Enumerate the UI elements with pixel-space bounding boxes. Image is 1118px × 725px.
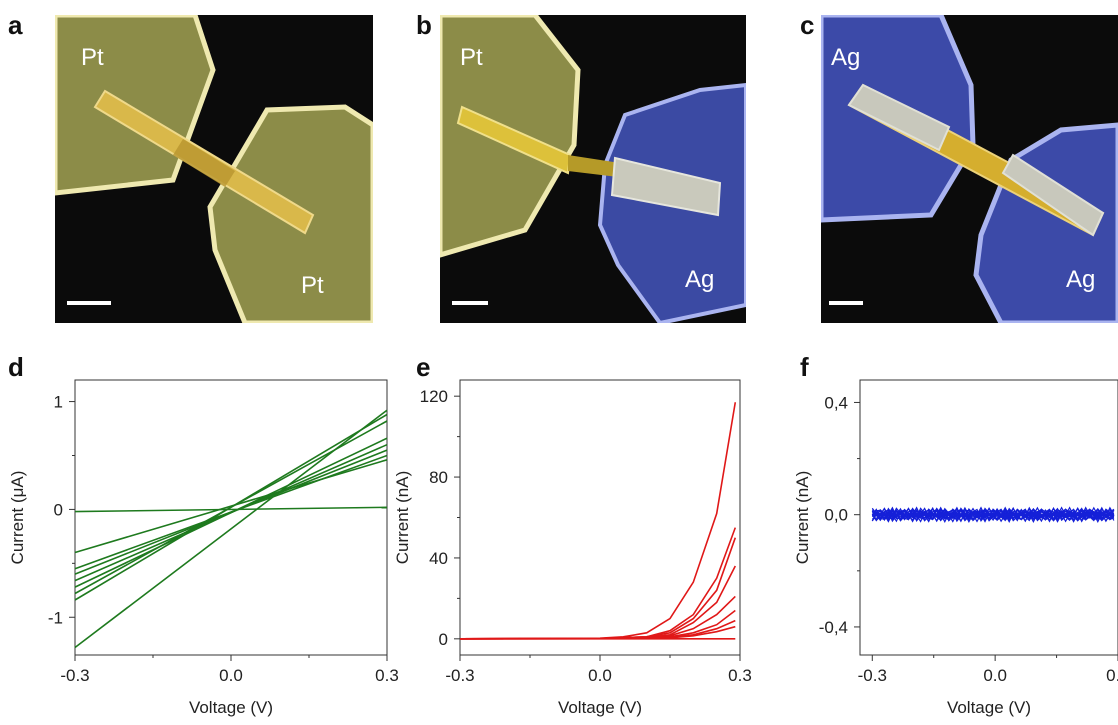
chart-f-svg: -0.3 0.0 0.3 -0,4 0,0 0,4 Voltage (V) Current (… — [793, 379, 1118, 717]
chart-d-series-0 — [74, 409, 388, 649]
sem-label-c-right: Ag — [1066, 266, 1095, 293]
chart-e-xtick-label: -0.3 — [445, 666, 474, 685]
sem-label-b-right: Ag — [685, 266, 714, 293]
chart-e-ytick-label: 40 — [429, 549, 448, 568]
chart-d: -0.3 0.0 0.3 -1 0 1 Voltage (V) Current (μA) — [0, 360, 399, 725]
panel-letter-a: a — [8, 10, 23, 40]
panel-letter-e: e — [416, 352, 431, 382]
chart-f-ytick-label: -0,4 — [819, 618, 848, 637]
panel-letter-c: c — [800, 10, 815, 40]
chart-e-svg: -0.3 0.0 0.3 0 40 80 120 Voltage (V) Current (nA… — [393, 379, 752, 717]
sem-image-b: Pt Ag — [440, 15, 746, 323]
chart-f-xtick-label: -0.3 — [858, 666, 887, 685]
sem-label-b-left: Pt — [460, 44, 483, 71]
chart-e-ylabel: Current (nA) — [393, 471, 412, 565]
chart-f-frame — [859, 379, 1118, 656]
chart-e-xtick-label: 0.0 — [588, 666, 612, 685]
chart-e: -0.3 0.0 0.3 0 40 80 120 Voltage (V) Current (nA… — [370, 360, 752, 725]
sem-label-a-right: Pt — [301, 272, 324, 299]
scale-bar — [829, 301, 863, 305]
chart-d-xtick-label: -0.3 — [60, 666, 89, 685]
sem-label-a-left: Pt — [81, 44, 104, 71]
chart-d-ytick-label: -1 — [48, 608, 63, 627]
chart-f-ytick-label: 0,4 — [824, 393, 848, 412]
chart-d-frame — [74, 379, 388, 656]
chart-d-ylabel: Current (μA) — [8, 471, 27, 565]
chart-f-ytick-label: 0,0 — [824, 506, 848, 525]
sem-image-c: Ag Ag — [821, 15, 1118, 323]
chart-d-series-2 — [74, 420, 388, 595]
nanowire — [456, 105, 572, 175]
chart-d-series-6 — [74, 454, 388, 570]
chart-f: -0.3 0.0 0.3 -0,4 0,0 0,4 Voltage (V) Current (… — [760, 360, 1118, 725]
scale-bar — [452, 301, 488, 305]
chart-e-xtick-label: 0.3 — [728, 666, 752, 685]
chart-e-ytick-label: 80 — [429, 468, 448, 487]
chart-e-series-0 — [459, 402, 737, 640]
panel-letter-b: b — [416, 10, 432, 40]
chart-f-ylabel: Current (nA) — [793, 471, 812, 565]
chart-d-xtick-label: 0.3 — [375, 666, 399, 685]
chart-f-xtick-label: 0.3 — [1106, 666, 1118, 685]
chart-d-svg: -0.3 0.0 0.3 -1 0 1 Voltage (V) Current (μA) — [8, 379, 399, 717]
chart-e-ytick-label: 120 — [420, 387, 448, 406]
chart-f-xtick-label: 0.0 — [983, 666, 1007, 685]
panel-letter-f: f — [800, 352, 809, 382]
chart-d-series-8 — [74, 506, 388, 513]
sem-image-a: Pt Pt — [55, 15, 373, 323]
chart-d-ytick-label: 0 — [54, 500, 63, 519]
chart-e-xlabel: Voltage (V) — [558, 698, 642, 717]
panel-letter-d: d — [8, 352, 24, 382]
chart-d-xtick-label: 0.0 — [219, 666, 243, 685]
sem-label-c-left: Ag — [831, 44, 860, 71]
chart-e-series-2 — [459, 537, 737, 640]
chart-d-xlabel: Voltage (V) — [189, 698, 273, 717]
chart-d-series-7 — [74, 459, 388, 554]
chart-d-ytick-label: 1 — [54, 393, 63, 412]
chart-e-ytick-label: 0 — [439, 630, 448, 649]
scale-bar — [67, 301, 111, 305]
chart-f-xlabel: Voltage (V) — [947, 698, 1031, 717]
